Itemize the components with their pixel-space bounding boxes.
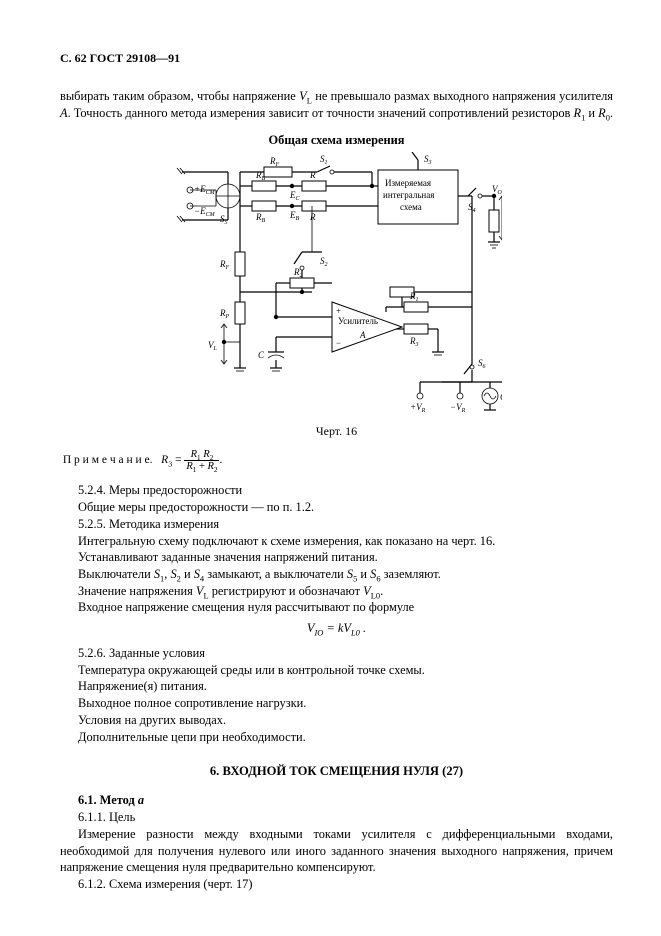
p-524b: Общие меры предосторожности — по п. 1.2.	[60, 499, 613, 516]
svg-text:−VR: −VR	[450, 402, 466, 412]
figure-caption: Черт. 16	[60, 423, 613, 439]
svg-text:A: A	[359, 330, 366, 340]
section-6-heading: 6. ВХОДНОЙ ТОК СМЕЩЕНИЯ НУЛЯ (27)	[60, 763, 613, 780]
t: R	[573, 106, 581, 120]
svg-text:−ECM: −ECM	[194, 206, 216, 218]
t: не превышало размах выходного напряжения…	[312, 89, 613, 103]
t: A	[60, 106, 68, 120]
p-525a: Интегральную схему подключают к схеме из…	[60, 533, 613, 550]
svg-text:S1: S1	[320, 154, 328, 166]
page-header: С. 62 ГОСТ 29108—91	[60, 50, 613, 66]
p-524: 5.2.4. Меры предосторожности	[60, 482, 613, 499]
formula-27: VIO = kVL0 .	[60, 620, 613, 637]
t: R	[598, 106, 606, 120]
svg-text:интегральная: интегральная	[383, 190, 434, 200]
t: .	[219, 454, 222, 466]
svg-text:−: −	[336, 338, 341, 348]
p-525d: Значение напряжения VL регистрируют и об…	[60, 583, 613, 600]
svg-text:RB: RB	[255, 212, 266, 224]
svg-text:S6: S6	[478, 358, 486, 370]
p-525b: Устанавливают заданные значения напряжен…	[60, 549, 613, 566]
svg-text:R1: R1	[409, 291, 419, 303]
svg-text:S3: S3	[424, 154, 432, 166]
svg-text:RP: RP	[219, 308, 230, 320]
t: выбирать таким образом, чтобы напряжение	[60, 89, 299, 103]
scheme-title: Общая схема измерения	[60, 132, 613, 149]
p-6.1.2: 6.1.2. Схема измерения (черт. 17)	[60, 876, 613, 893]
p-526b: Напряжение(я) питания.	[60, 678, 613, 695]
svg-text:RF: RF	[219, 259, 230, 271]
note-line: П р и м е ч а н и е. R3 = R1 R2R1 + R2.	[60, 449, 613, 472]
svg-text:Усилитель: Усилитель	[338, 316, 378, 326]
svg-text:+: +	[336, 306, 341, 316]
svg-text:G: G	[500, 392, 502, 402]
p-526c: Выходное полное сопротивление нагрузки.	[60, 695, 613, 712]
t: V	[299, 89, 307, 103]
svg-text:R3: R3	[409, 336, 419, 348]
p-6.1: 6.1. Метод a	[60, 792, 613, 809]
p-525c: Выключатели S1, S2 и S4 замыкают, а выкл…	[60, 566, 613, 583]
p-526: 5.2.6. Заданные условия	[60, 645, 613, 662]
p-6.1.1-text: Измерение разности между входными токами…	[60, 826, 613, 876]
svg-text:схема: схема	[400, 202, 422, 212]
p-526d: Условия на других выводах.	[60, 712, 613, 729]
note-word: П р и м е ч а н и е.	[63, 454, 153, 466]
svg-text:R: R	[309, 212, 316, 222]
svg-text:EC: EC	[289, 190, 301, 202]
p-6.1.1: 6.1.1. Цель	[60, 809, 613, 826]
svg-text:Измеряемая: Измеряемая	[385, 178, 431, 188]
p-525: 5.2.5. Методика измерения	[60, 516, 613, 533]
svg-text:RF: RF	[269, 156, 280, 168]
t: и	[585, 106, 598, 120]
t: =	[172, 454, 184, 466]
p-525e: Входное напряжение смещения нуля рассчит…	[60, 599, 613, 616]
fraction: R1 R2R1 + R2	[184, 449, 219, 472]
t: . Точность данного метода измерения зави…	[68, 106, 574, 120]
svg-text:R2: R2	[293, 267, 303, 279]
svg-text:EB: EB	[289, 210, 300, 222]
intro-paragraph: выбирать таким образом, чтобы напряжение…	[60, 88, 613, 121]
figure-16: +ECM −ECM S5 RF S1 RB	[60, 152, 613, 417]
svg-text:S2: S2	[320, 256, 328, 268]
svg-text:C: C	[258, 350, 265, 360]
svg-text:VL: VL	[208, 340, 218, 352]
svg-text:R: R	[309, 170, 316, 180]
t: .	[610, 106, 613, 120]
t: Выключатели	[78, 567, 154, 581]
p-526a: Температура окружающей среды или в контр…	[60, 662, 613, 679]
svg-text:+VR: +VR	[410, 402, 426, 412]
p-526e: Дополнительные цепи при необходимости.	[60, 729, 613, 746]
